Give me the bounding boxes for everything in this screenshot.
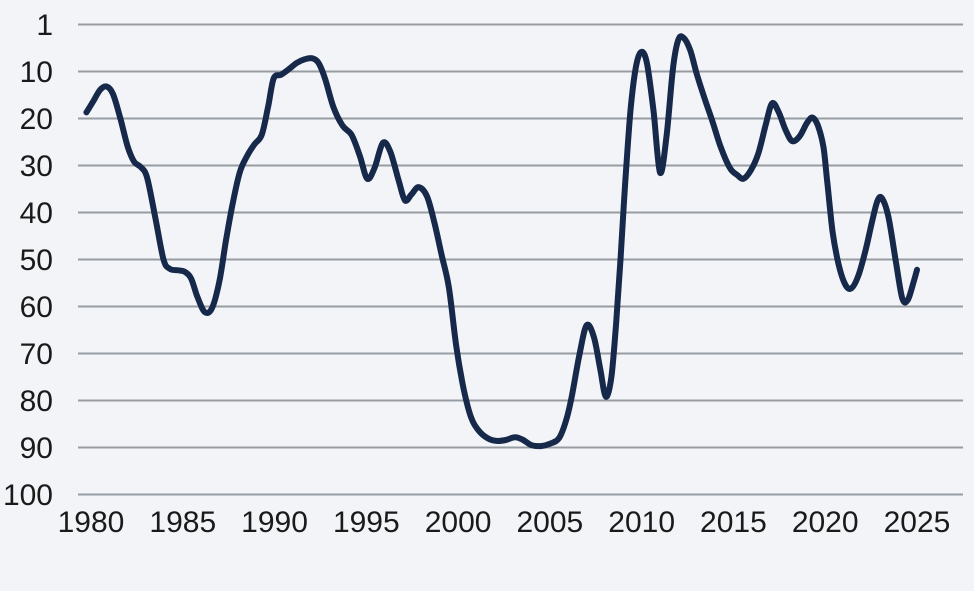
x-axis-tick-label: 2015 [700, 506, 767, 539]
y-axis-tick-label: 70 [20, 338, 53, 371]
x-axis-tick-label: 2005 [517, 506, 584, 539]
y-axis-tick-label: 50 [20, 244, 53, 277]
x-axis-tick-label: 1990 [241, 506, 308, 539]
y-axis-tick-labels: 1 10 20 30 40 50 60 70 80 90 100 [3, 9, 53, 512]
x-axis-tick-label: 1980 [58, 506, 125, 539]
x-axis-tick-labels: 1980 1985 1990 1995 2000 2005 2010 2015 2020 2025 [58, 506, 951, 539]
data-line [83, 33, 920, 450]
x-axis-tick-label: 2000 [425, 506, 492, 539]
x-axis-tick-label: 2025 [884, 506, 951, 539]
x-axis-tick-label: 1995 [333, 506, 400, 539]
y-axis-tick-label: 60 [20, 291, 53, 324]
y-axis-tick-label: 90 [20, 432, 53, 465]
x-axis-tick-label: 2010 [608, 506, 675, 539]
x-axis-tick-label: 2020 [792, 506, 859, 539]
y-axis-tick-label: 20 [20, 103, 53, 136]
y-axis-tick-label: 1 [36, 9, 53, 42]
y-axis-tick-label: 100 [3, 479, 53, 512]
y-axis-tick-label: 30 [20, 150, 53, 183]
y-axis-tick-label: 10 [20, 56, 53, 89]
x-axis-tick-label: 1985 [149, 506, 216, 539]
y-axis-tick-label: 40 [20, 197, 53, 230]
y-axis-tick-label: 80 [20, 385, 53, 418]
